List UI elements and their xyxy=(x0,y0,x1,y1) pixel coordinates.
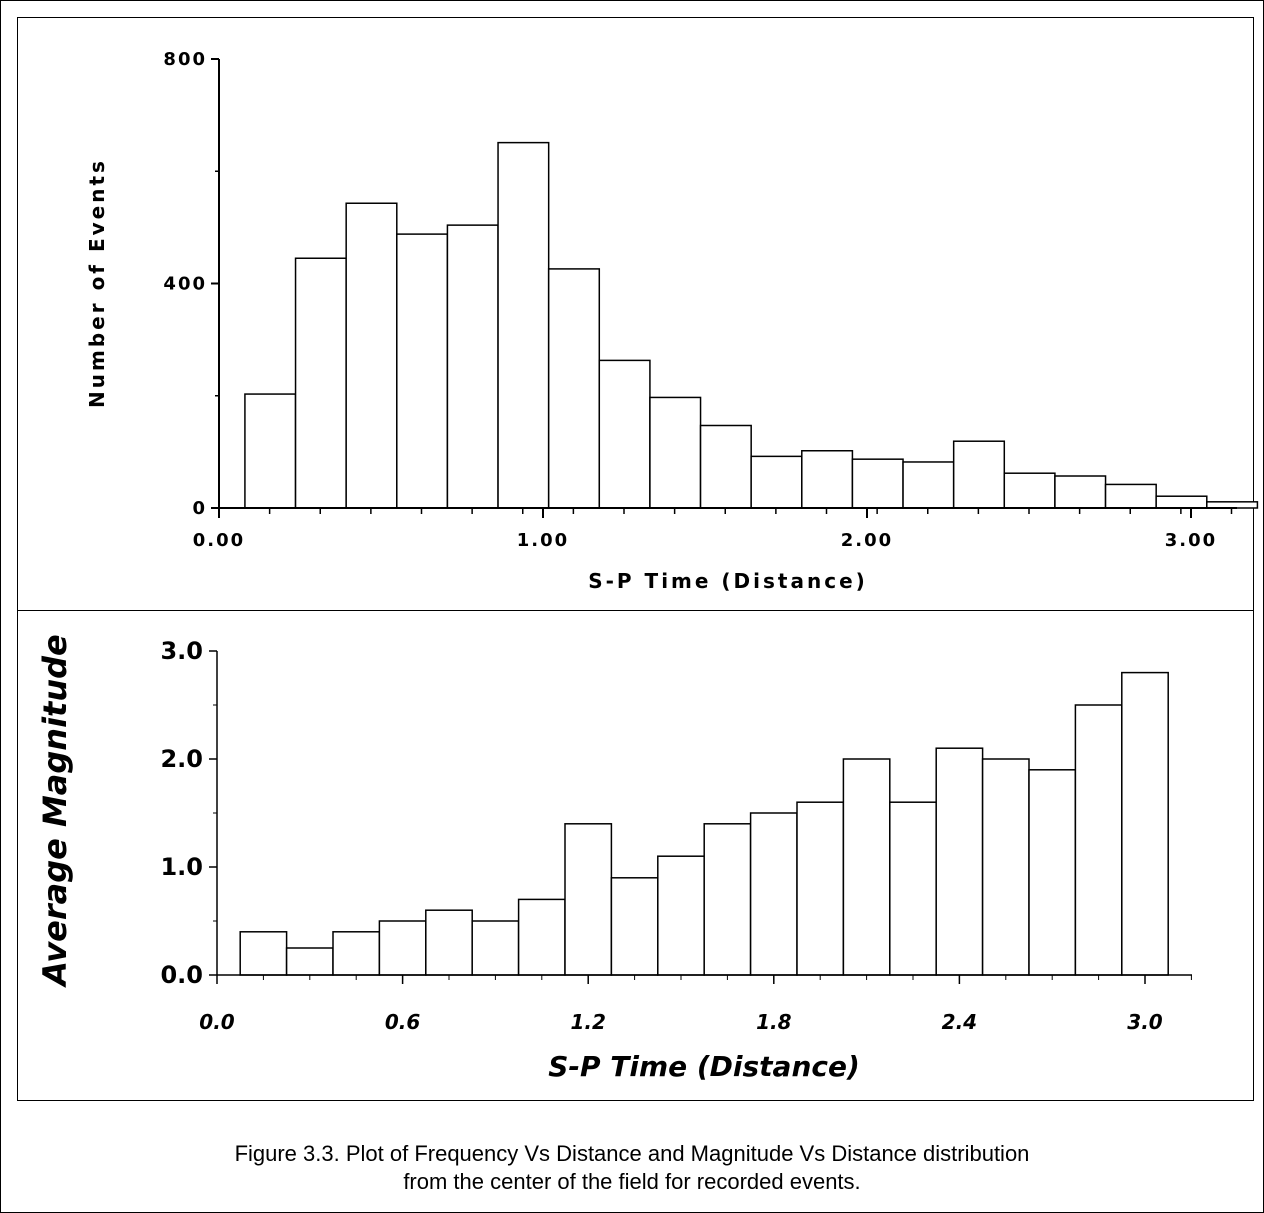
histogram-bar xyxy=(842,758,891,976)
figure-frame xyxy=(17,17,1254,1101)
histogram-bar xyxy=(749,812,798,976)
histogram-bar xyxy=(699,424,752,509)
panel-divider xyxy=(17,610,1254,611)
frequency-histogram: 0 400 800 0.00 1.00 2.00 3.00 S-P Time (Distanc… xyxy=(85,49,1259,593)
histogram-bar xyxy=(239,931,288,976)
histogram-bar xyxy=(889,801,937,976)
magnitude-histogram: 0.0 1.0 2.0 3.0 0.0 0.6 1.2 1.8 2.4 3.0 S-P Time (… xyxy=(36,634,1192,1083)
x-tick-label: 0.0 xyxy=(199,1010,235,1034)
histogram-bar xyxy=(471,920,520,976)
histogram-bar xyxy=(902,461,955,509)
histogram-bar xyxy=(517,898,566,976)
x-tick-label: 1.2 xyxy=(570,1010,605,1034)
histogram-bar xyxy=(796,801,845,976)
histogram-bar xyxy=(1121,671,1169,976)
x-tick-label: 1.00 xyxy=(517,530,569,551)
histogram-bar xyxy=(1054,475,1107,509)
x-tick-label: 0.00 xyxy=(193,530,245,551)
histogram-bar xyxy=(598,359,651,509)
y-tick-label: 3.0 xyxy=(160,637,203,665)
x-tick-label: 2.4 xyxy=(942,1010,977,1034)
histogram-bar xyxy=(610,877,659,976)
figure-caption: Figure 3.3. Plot of Frequency Vs Distanc… xyxy=(0,1140,1264,1196)
x-tick-label: 3.00 xyxy=(1165,530,1217,551)
histogram-bar xyxy=(244,393,297,509)
histogram-bar xyxy=(332,931,381,976)
histogram-bar xyxy=(801,450,854,509)
y-axis-label: Number of Events xyxy=(85,158,109,408)
histogram-bar xyxy=(981,758,1030,976)
histogram-bar xyxy=(285,947,334,976)
histogram-bar xyxy=(1074,704,1123,976)
y-axis-label: Average Magnitude xyxy=(36,634,74,988)
histogram-bar xyxy=(703,823,752,976)
caption-line-1: Figure 3.3. Plot of Frequency Vs Distanc… xyxy=(234,1141,1030,1166)
histogram-bar xyxy=(378,920,427,976)
x-tick-label: 1.8 xyxy=(756,1010,792,1034)
y-tick-label: 0 xyxy=(192,498,207,519)
histogram-bar xyxy=(935,747,984,976)
x-axis-label: S-P Time (Distance) xyxy=(588,569,868,593)
histogram-bar xyxy=(345,202,398,509)
x-tick-label: 2.00 xyxy=(841,530,893,551)
y-tick-label: 800 xyxy=(163,49,207,70)
x-tick-label: 0.6 xyxy=(385,1010,421,1034)
histogram-bar xyxy=(294,257,347,509)
histogram-bar xyxy=(657,855,705,976)
histogram-bar xyxy=(1003,472,1056,509)
caption-line-2: from the center of the field for recorde… xyxy=(403,1169,861,1194)
histogram-bar xyxy=(1028,769,1077,976)
x-tick-label: 3.0 xyxy=(1127,1010,1163,1034)
y-tick-label: 1.0 xyxy=(160,853,203,881)
histogram-bar xyxy=(425,909,473,976)
histogram-bar xyxy=(649,396,702,509)
y-tick-label: 400 xyxy=(163,274,207,295)
histogram-bar xyxy=(564,823,613,976)
histogram-bar xyxy=(851,458,904,509)
histogram-bar xyxy=(952,440,1006,509)
y-tick-label: 2.0 xyxy=(160,745,203,773)
y-tick-label: 0.0 xyxy=(160,961,203,989)
x-axis-label: S-P Time (Distance) xyxy=(548,1050,860,1083)
